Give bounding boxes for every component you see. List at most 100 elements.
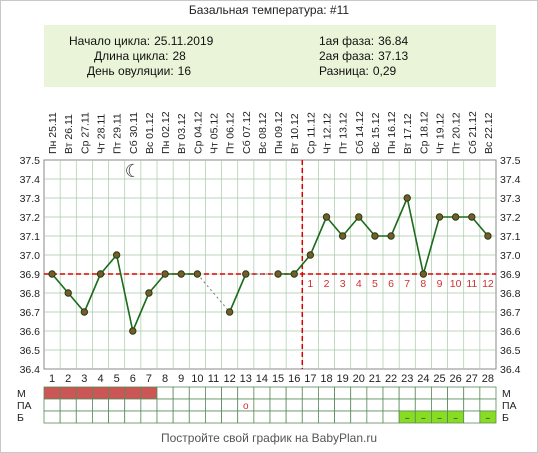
luteal-day-label: 5 xyxy=(372,278,378,290)
luteal-day-label: 7 xyxy=(404,278,410,290)
phase1-label: 1ая фаза: xyxy=(319,34,375,48)
cycle-day-label: 6 xyxy=(130,373,136,385)
cycle-day-label: 17 xyxy=(304,373,316,385)
pa-row-cell xyxy=(301,398,319,412)
date-label: Пт 06.12 xyxy=(225,112,237,154)
date-label: Пт 13.12 xyxy=(338,112,350,154)
b-row-cell xyxy=(479,410,497,424)
date-label: Ср 11.12 xyxy=(305,112,317,154)
pa-row-cell xyxy=(447,398,465,412)
y-tick-label-left: 37.1 xyxy=(20,231,41,243)
b-row-cell xyxy=(350,410,368,424)
b-row-cell xyxy=(92,410,109,424)
date-label: Вт 10.12 xyxy=(289,113,301,154)
temperature-point xyxy=(161,270,169,278)
temperature-point xyxy=(242,270,250,278)
pa-row-cell xyxy=(479,398,497,412)
cycle-start-value: 25.11.2019 xyxy=(154,34,214,48)
cycle-day-label: 11 xyxy=(208,373,219,385)
m-row-cell xyxy=(366,386,384,400)
pa-row-label-right: ПА xyxy=(502,400,517,412)
temperature-segment xyxy=(293,254,311,275)
date-label: Ср 27.11 xyxy=(79,112,91,154)
temperature-segment xyxy=(132,292,150,332)
y-tick-label-left: 37.0 xyxy=(20,250,41,262)
temperature-segment xyxy=(99,254,118,275)
temperature-point xyxy=(468,213,476,221)
cycle-day-label: 20 xyxy=(353,373,365,385)
b-row-cell xyxy=(366,410,384,424)
moon-icon: ☾ xyxy=(125,161,141,182)
pa-row-cell xyxy=(43,398,61,412)
phase2-value: 37.13 xyxy=(378,49,409,63)
pa-row-cell xyxy=(205,398,222,412)
cycle-length-row: Длина цикла: 28 xyxy=(94,49,186,63)
y-tick-label-left: 36.6 xyxy=(20,326,41,338)
luteal-day-label: 12 xyxy=(482,278,494,290)
b-row-label-right: Б xyxy=(502,412,509,424)
temperature-segment xyxy=(358,216,376,237)
temperature-point xyxy=(274,270,282,278)
m-row-label-right: М xyxy=(502,388,511,400)
pa-row-cell xyxy=(398,398,416,412)
pa-row-cell xyxy=(431,398,448,412)
y-tick-label-left: 37.5 xyxy=(20,155,41,167)
temperature-gap-segment xyxy=(196,273,231,313)
m-row-cell xyxy=(43,386,61,400)
m-row-cell xyxy=(75,386,93,400)
b-row-cell xyxy=(318,410,335,424)
temperature-segment xyxy=(67,292,85,313)
b-row-cell xyxy=(382,410,400,424)
temperature-point xyxy=(177,270,185,278)
date-label: Пт 20.12 xyxy=(451,112,463,154)
pa-row-cell xyxy=(334,398,352,412)
y-tick-label-left: 36.4 xyxy=(20,364,41,376)
y-tick-label-right: 36.9 xyxy=(500,269,521,281)
difference-label: Разница: xyxy=(319,64,369,78)
cycle-length-value: 28 xyxy=(172,49,186,63)
pa-row-cell xyxy=(285,398,303,412)
pa-row-cell xyxy=(156,398,174,412)
mucus-mark: – xyxy=(437,413,442,424)
m-row-cell xyxy=(188,386,206,400)
luteal-day-label: 6 xyxy=(388,278,394,290)
b-row-cell xyxy=(334,410,352,424)
date-label: Ср 18.12 xyxy=(418,111,430,154)
b-row-cell xyxy=(140,410,158,424)
temperature-point xyxy=(80,308,89,316)
temperature-segment xyxy=(471,216,489,237)
temperature-point xyxy=(371,232,379,240)
date-label: Вт 17.12 xyxy=(402,113,414,154)
date-label: Вт 26.11 xyxy=(63,114,75,154)
b-row-cell xyxy=(156,410,174,424)
m-row-cell xyxy=(431,386,448,400)
mucus-mark: – xyxy=(421,413,426,424)
temperature-point xyxy=(451,213,460,221)
date-label: Чт 05.12 xyxy=(209,113,221,154)
pa-row-cell xyxy=(414,398,432,412)
temperature-point xyxy=(403,194,411,202)
b-row-cell xyxy=(463,410,481,424)
pa-row-cell xyxy=(75,398,93,412)
pa-row-label-left: ПА xyxy=(17,400,32,412)
pa-row-cell xyxy=(92,398,109,412)
pa-row-cell xyxy=(382,398,400,412)
m-row-label-left: М xyxy=(17,388,26,400)
mucus-mark: – xyxy=(485,413,490,424)
b-row-cell xyxy=(108,410,126,424)
pa-row-cell xyxy=(172,398,190,412)
m-row-cell xyxy=(301,386,319,400)
pa-row-cell xyxy=(124,398,142,412)
m-row-cell xyxy=(172,386,190,400)
b-row-cell xyxy=(269,410,287,424)
pa-row-cell xyxy=(366,398,384,412)
cycle-day-label: 23 xyxy=(401,373,413,385)
temperature-segment xyxy=(422,216,441,275)
bbt-chart: 37.5 37.5 37.4 37.4 37.3 37.3 37.2 37.2 37.1 37.1… xyxy=(17,111,521,424)
y-tick-label-left: 36.7 xyxy=(20,307,41,319)
luteal-day-label: 2 xyxy=(324,278,330,290)
pa-mark: o xyxy=(243,401,249,412)
date-label: Сб 14.12 xyxy=(354,111,366,154)
pa-row-cell xyxy=(318,398,335,412)
cycle-day-label: 10 xyxy=(191,373,203,385)
